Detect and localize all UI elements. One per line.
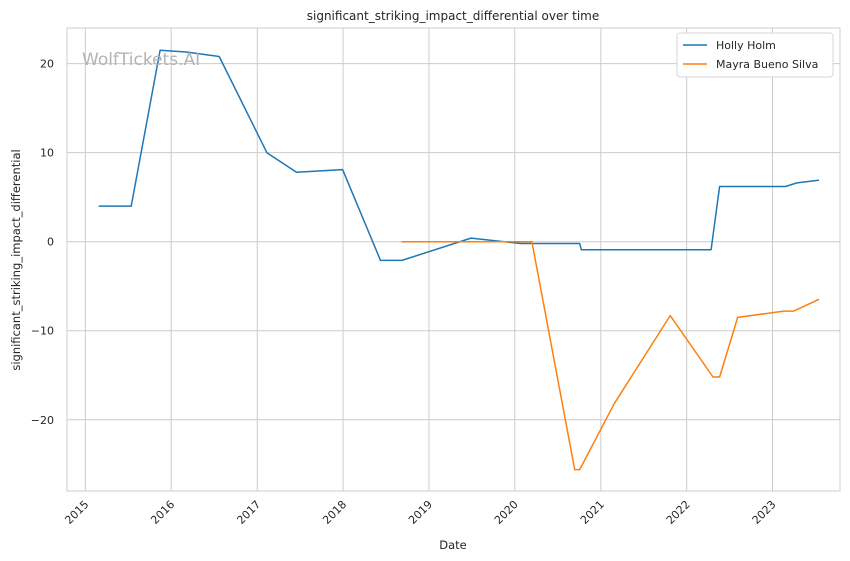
x-axis-label: Date — [439, 538, 467, 552]
y-tick-label: −10 — [31, 325, 54, 338]
x-tick-label: 2020 — [492, 498, 521, 527]
x-tick-label: 2017 — [234, 498, 263, 527]
y-tick-label: 10 — [40, 147, 54, 160]
legend-label: Mayra Bueno Silva — [716, 58, 818, 71]
x-tick-label: 2023 — [750, 498, 779, 527]
x-axis-ticks: 2015 2016 2017 2018 2019 2020 2021 2022 2023 — [62, 498, 778, 527]
grid — [67, 28, 840, 491]
plot-area — [66, 27, 841, 492]
legend: Holly Holm Mayra Bueno Silva — [676, 32, 834, 78]
y-tick-label: −20 — [31, 414, 54, 427]
legend-box — [676, 32, 834, 78]
y-tick-label: 20 — [40, 58, 54, 71]
y-axis-label: significant_striking_impact_differential — [9, 149, 23, 370]
watermark: WolfTickets.AI — [82, 50, 200, 70]
y-axis-ticks: −20 −10 0 10 20 — [31, 58, 54, 427]
series-line-2 — [401, 240, 820, 471]
y-tick-label: 0 — [47, 236, 54, 249]
x-tick-label: 2016 — [148, 498, 177, 527]
x-tick-label: 2021 — [578, 498, 607, 527]
x-tick-label: 2022 — [664, 498, 693, 527]
series-lines — [98, 49, 820, 471]
series-line-1 — [98, 49, 820, 262]
x-tick-label: 2018 — [320, 498, 349, 527]
x-tick-label: 2015 — [62, 498, 91, 527]
x-tick-label: 2019 — [406, 498, 435, 527]
chart-title: significant_striking_impact_differential… — [307, 9, 599, 23]
legend-label: Holly Holm — [716, 39, 776, 52]
